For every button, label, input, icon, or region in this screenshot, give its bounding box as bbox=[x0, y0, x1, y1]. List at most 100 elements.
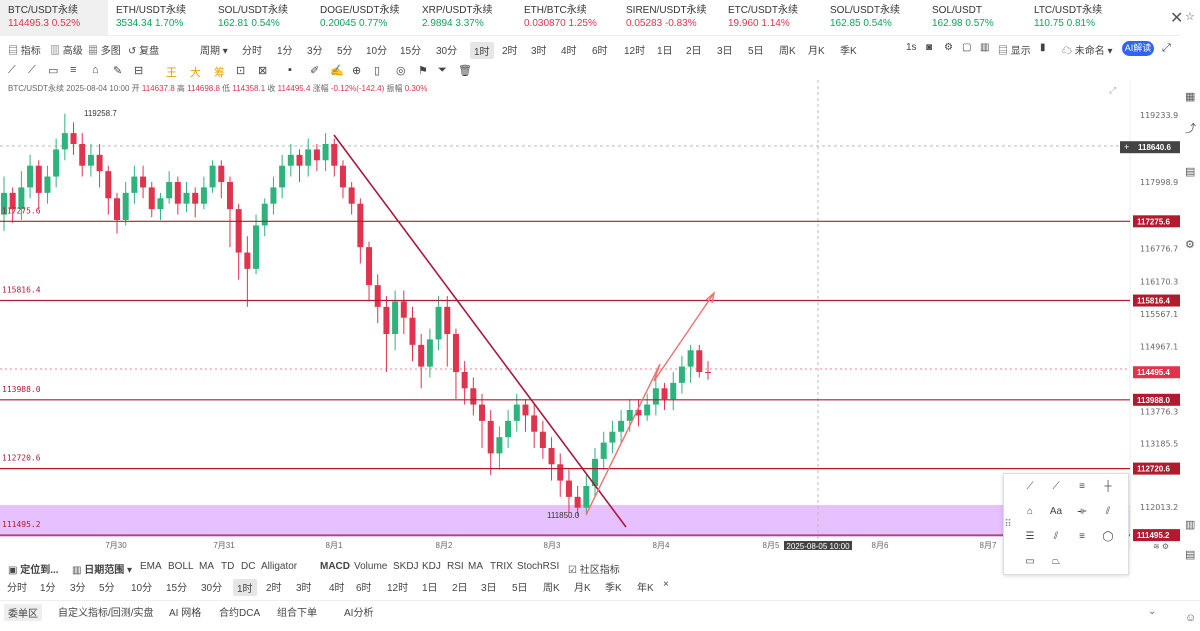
ticker-item[interactable]: ETH/BTC永续 0.030870 1.25% bbox=[516, 0, 618, 35]
timeframe-item[interactable]: 3日 bbox=[481, 583, 497, 594]
indicator-item[interactable]: SKDJ bbox=[393, 561, 419, 572]
toolbar-timeframe[interactable]: 周K bbox=[779, 46, 796, 57]
toolbar-timeframe[interactable]: 6时 bbox=[592, 46, 608, 57]
ticker-item[interactable]: SOL/USDT永续 162.85 0.54% bbox=[822, 0, 924, 35]
image-icon[interactable]: ⌂ bbox=[1026, 506, 1034, 517]
toolbar-timeframe[interactable]: 月K bbox=[808, 46, 825, 57]
ticker-item[interactable]: BTC/USDT永续 114495.3 0.52% bbox=[0, 0, 108, 35]
toolbar-timeframe[interactable]: 2时 bbox=[502, 46, 518, 57]
visible-icon[interactable]: ◎ bbox=[396, 65, 406, 77]
period-button[interactable]: 周期 ▾ bbox=[200, 46, 228, 57]
ticker-item[interactable]: SOL/USDT永续 162.81 0.54% bbox=[210, 0, 312, 35]
indicator-item[interactable]: TRIX bbox=[490, 561, 513, 572]
ellipse-icon[interactable]: ◯ bbox=[1102, 531, 1114, 542]
timeframe-item[interactable]: 15分 bbox=[166, 583, 188, 594]
flag-icon[interactable]: ⚑ bbox=[418, 65, 428, 77]
timeframe-item[interactable]: 5分 bbox=[99, 583, 115, 594]
layout-name-button[interactable]: ☁ 未命名 ▾ bbox=[1062, 46, 1113, 57]
timeframe-item[interactable]: 4时 bbox=[329, 583, 345, 594]
rect-icon[interactable]: ▭ bbox=[1025, 556, 1035, 567]
bottom-tab[interactable]: 合约DCA bbox=[219, 608, 261, 619]
close-icon[interactable]: ✕ bbox=[1170, 10, 1184, 27]
toolbar-timeframe[interactable]: 15分 bbox=[400, 46, 422, 57]
fullscreen-icon[interactable]: ▢ bbox=[962, 42, 972, 53]
text-icon[interactable]: Aa bbox=[1049, 506, 1063, 517]
bottom-tab[interactable]: AI分析 bbox=[344, 608, 374, 619]
ticker-item[interactable]: SIREN/USDT永续 0.05283 -0.83% bbox=[618, 0, 720, 35]
timeframe-item[interactable]: 30分 bbox=[201, 583, 223, 594]
toolbar-timeframe[interactable]: 10分 bbox=[366, 46, 388, 57]
community-indicators-button[interactable]: ☑ 社区指标 bbox=[568, 565, 620, 576]
toolbar-timeframe[interactable]: 4时 bbox=[561, 46, 577, 57]
parallel-icon[interactable]: ⫽ bbox=[1053, 531, 1059, 542]
indicator-item[interactable]: MA bbox=[468, 561, 483, 572]
ai-explain-button[interactable]: AI解读 bbox=[1122, 41, 1154, 56]
indicator-item[interactable]: Volume bbox=[354, 561, 388, 572]
timeframe-item[interactable]: 分时 bbox=[7, 583, 27, 594]
pen-icon[interactable]: ✐ bbox=[310, 65, 320, 77]
book-icon[interactable]: ▤ bbox=[1185, 549, 1196, 561]
line-tool-icon[interactable]: ⟋ bbox=[8, 64, 16, 76]
ticker-item[interactable]: SOL/USDT 162.98 0.57% bbox=[924, 0, 1026, 35]
bottom-tab[interactable]: 自定义指标/回测/实盘 bbox=[58, 608, 154, 619]
advanced-button[interactable]: ▥ 高级 bbox=[50, 46, 83, 57]
layout-icon[interactable]: ▥ bbox=[980, 42, 990, 53]
overlay-item[interactable]: BOLL bbox=[168, 561, 194, 572]
cursor-icon[interactable]: ▪ bbox=[288, 64, 292, 76]
overlay-item[interactable]: Alligator bbox=[261, 561, 298, 572]
indicator-item[interactable]: RSI bbox=[447, 561, 464, 572]
toolbar-timeframe[interactable]: 30分 bbox=[436, 46, 458, 57]
brush-tool-icon[interactable]: ✎ bbox=[113, 65, 123, 77]
trash-icon[interactable]: 🗑 bbox=[458, 65, 472, 77]
da-button[interactable]: 大 bbox=[190, 67, 201, 79]
price-chart[interactable]: 117275.6 115816.4 113988.0 112720.6 111495.2… bbox=[0, 80, 1180, 550]
toolbar-timeframe[interactable]: 5日 bbox=[748, 46, 764, 57]
hline-icon[interactable]: ⟛ bbox=[1077, 506, 1087, 517]
shape-tool-icon[interactable]: ⌂ bbox=[92, 64, 99, 76]
erase-icon[interactable]: ⊠ bbox=[258, 65, 268, 77]
user-icon[interactable]: ☺ bbox=[1185, 612, 1197, 624]
bottom-tab[interactable]: 委单区 bbox=[4, 604, 42, 621]
list-icon[interactable]: ☰ bbox=[1025, 531, 1035, 542]
ticker-item[interactable]: XRP/USDT永续 2.9894 3.37% bbox=[414, 0, 516, 35]
toolbar-timeframe[interactable]: 1日 bbox=[657, 46, 673, 57]
ticker-item[interactable]: ETH/USDT永续 3534.34 1.70% bbox=[108, 0, 210, 35]
timeframe-item[interactable]: 季K bbox=[605, 583, 622, 594]
cog-icon[interactable]: ⚙ bbox=[1185, 239, 1195, 251]
toolbar-timeframe[interactable]: 1分 bbox=[277, 46, 293, 57]
trend-line-icon[interactable]: ⟋ bbox=[1026, 481, 1034, 492]
overlay-item[interactable]: TD bbox=[221, 561, 235, 572]
chevron-down-icon[interactable]: ⌄ bbox=[1148, 606, 1157, 617]
chart-icon[interactable]: ⤴ bbox=[1185, 123, 1196, 135]
toolbar-timeframe[interactable]: 2日 bbox=[686, 46, 702, 57]
menu-icon[interactable]: ≡ bbox=[1079, 531, 1085, 542]
sidebar-icon[interactable]: ▮ bbox=[1040, 42, 1046, 53]
timeframe-item[interactable]: 1日 bbox=[422, 583, 438, 594]
toolbar-timeframe[interactable]: 5分 bbox=[337, 46, 353, 57]
drag-handle-icon[interactable]: ⠿ bbox=[1004, 519, 1012, 530]
ray-line-icon[interactable]: ⟋ bbox=[1052, 481, 1060, 492]
toolbar-timeframe[interactable]: 12时 bbox=[624, 46, 646, 57]
show-button[interactable]: ▤ 显示 bbox=[998, 46, 1031, 57]
highlighter-icon[interactable]: ✍ bbox=[330, 65, 344, 77]
review-button[interactable]: ↺ 复盘 bbox=[128, 46, 160, 57]
toolbar-timeframe[interactable]: 3时 bbox=[531, 46, 547, 57]
timeframe-item[interactable]: 1分 bbox=[40, 583, 56, 594]
toolbar-timeframe[interactable]: 3日 bbox=[717, 46, 733, 57]
timeframe-item[interactable]: 3分 bbox=[70, 583, 86, 594]
timeframe-item[interactable]: 月K bbox=[574, 583, 591, 594]
indicators-button[interactable]: ▤ 指标 bbox=[8, 46, 41, 57]
locate-button[interactable]: ▣ 定位到... bbox=[8, 565, 59, 576]
timeframe-item[interactable]: 5日 bbox=[512, 583, 528, 594]
overlay-item[interactable]: MA bbox=[199, 561, 214, 572]
overlay-item[interactable]: DC bbox=[241, 561, 256, 572]
clipboard-icon[interactable]: ▯ bbox=[374, 65, 381, 77]
interval-button[interactable]: 1s bbox=[906, 42, 917, 53]
timeframe-item[interactable]: 周K bbox=[543, 583, 560, 594]
timeframe-item[interactable]: 2日 bbox=[452, 583, 468, 594]
hline-tool-icon[interactable]: ≡ bbox=[70, 64, 77, 76]
multi-chart-button[interactable]: ▦ 多图 bbox=[88, 46, 121, 57]
lock-icon[interactable]: ⊕ bbox=[352, 65, 362, 77]
wang-button[interactable]: 王 bbox=[166, 67, 177, 79]
bottom-tab[interactable]: 组合下单 bbox=[277, 608, 317, 619]
